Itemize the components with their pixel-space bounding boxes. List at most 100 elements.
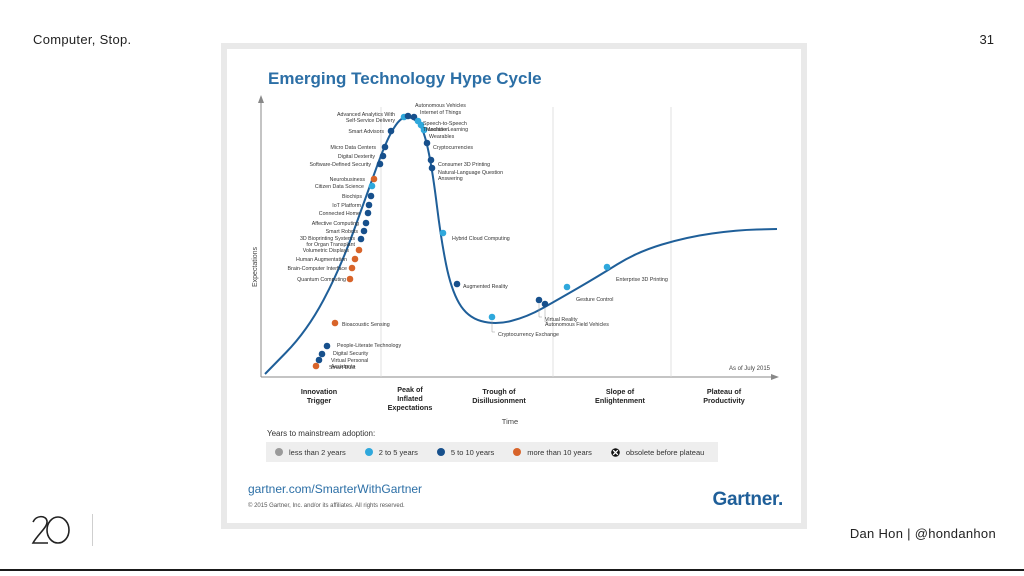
technology-label: Virtual Personal Assistants [331,358,368,370]
technology-label: Citizen Data Science [315,184,364,190]
figure-frame: Emerging Technology Hype Cycle Expectati… [221,43,807,529]
technology-point [346,275,354,283]
technology-point [535,296,543,304]
technology-label: Cryptocurrency Exchange [498,332,559,338]
technology-point [370,175,378,183]
technology-label: Machine Learning [426,127,468,133]
technology-point [315,356,323,364]
technology-label: 3D Bioprinting Systems for Organ Transpla… [300,236,356,248]
legend-swatch [436,448,445,456]
phase-labels: Innovation Trigger Peak of Inflated Expectat… [301,385,745,412]
technology-label: Digital Dexterity [338,154,375,160]
phase-label: Slope of Enlightenment [595,387,646,405]
copyright-notice: © 2015 Gartner, Inc. and/or its affiliat… [248,503,405,509]
technology-point [379,152,387,160]
technology-point [360,227,368,235]
technology-point [368,182,376,190]
legend-item: less than 2 years [275,448,346,457]
technology-point [404,112,412,120]
label-connectors [491,304,548,333]
technology-label: Internet of Things [420,110,461,116]
technology-point [563,283,571,291]
technology-label: Quantum Computing [297,277,346,283]
technology-label: Brain-Computer Interface [288,266,348,272]
technology-point [312,362,320,370]
technology-point [351,255,359,263]
author-credit: Dan Hon | @hondanhon [849,526,996,541]
technology-point [387,127,395,135]
technology-label: Augmented Reality [463,284,508,290]
legend-item: more than 10 years [513,448,592,457]
technology-point [423,139,431,147]
gartner-url-link[interactable]: gartner.com/SmarterWithGartner [248,482,423,496]
hype-cycle-chart: Expectations Time As of July 2015 Innova… [252,95,779,426]
technology-label: Wearables [429,134,455,140]
technology-label: Biochips [342,194,362,200]
technology-label: People-Literate Technology [337,343,401,349]
legend-item: 2 to 5 years [364,447,418,457]
technology-label: Enterprise 3D Printing [616,277,668,283]
legend-swatch [364,448,373,456]
slide-number: 31 [979,32,994,47]
technology-point [355,246,363,254]
technology-label: Bioacoustic Sensing [342,322,390,328]
technology-point [364,209,372,217]
legend-item: obsolete before plateau [611,448,704,457]
technology-label: Micro Data Centers [330,145,376,151]
legend-label: 2 to 5 years [378,447,418,457]
technology-points [312,112,611,370]
hype-curve [264,116,778,375]
y-axis-arrow [258,95,264,103]
technology-label: Smart Robots [326,229,359,235]
y-axis-label: Expectations [252,246,259,287]
technology-point [439,229,447,237]
technology-label: Gesture Control [576,297,613,303]
legend-swatch [275,448,283,456]
technology-label: Smart Dust [329,365,356,371]
technology-label: IoT Platform [332,203,361,209]
technology-label: Volumetric Displays [303,248,350,254]
phase-label: Innovation Trigger [301,387,337,405]
obsolete-icon [611,447,620,457]
phase-label: Trough of Disillusionment [472,387,526,405]
technology-point [376,160,384,168]
technology-point [541,300,549,308]
technology-point [410,113,418,121]
figure-title: Emerging Technology Hype Cycle [268,69,542,88]
gartner-logo: Gartner. [712,489,784,510]
technology-label: Neurobusiness [330,177,366,183]
technology-label: Hybrid Cloud Computing [452,236,510,242]
technology-point [420,126,428,134]
logo-20-icon [31,515,70,544]
technology-point [323,342,331,350]
as-of-note: As of July 2015 [729,366,771,372]
label-connector [491,321,495,333]
technology-label: Speech-to-Speech Translation [423,121,467,133]
legend-label: more than 10 years [527,447,592,457]
legend-label: obsolete before plateau [625,447,705,457]
phase-label: Plateau of Productivity [703,387,745,405]
technology-label: Human Augmentation [296,257,347,263]
technology-point [603,263,611,271]
x-axis-label: Time [502,417,518,426]
legend-title: Years to mainstream adoption: [267,429,376,438]
phase-label: Peak of Inflated Expectations [388,385,433,412]
technology-label: Autonomous Vehicles [415,103,466,109]
technology-label: Virtual Reality [545,317,578,323]
technology-label: Natural-Language Question Answering [438,170,503,182]
legend: less than 2 years 2 to 5 years 5 to 10 y… [266,442,718,462]
figure-card: Emerging Technology Hype Cycle Expectati… [227,49,801,523]
legend-label: less than 2 years [289,447,346,457]
technology-point [453,280,461,288]
technology-label: Digital Security [333,351,369,357]
technology-point [348,264,356,272]
technology-label: Autonomous Field Vehicles [545,322,609,328]
label-connector [544,308,548,323]
technology-point [428,164,436,172]
legend-swatch [513,448,522,456]
footer-divider [92,514,93,546]
technology-point [331,319,339,327]
legend-label: 5 to 10 years [450,447,495,457]
technology-point [381,143,389,151]
